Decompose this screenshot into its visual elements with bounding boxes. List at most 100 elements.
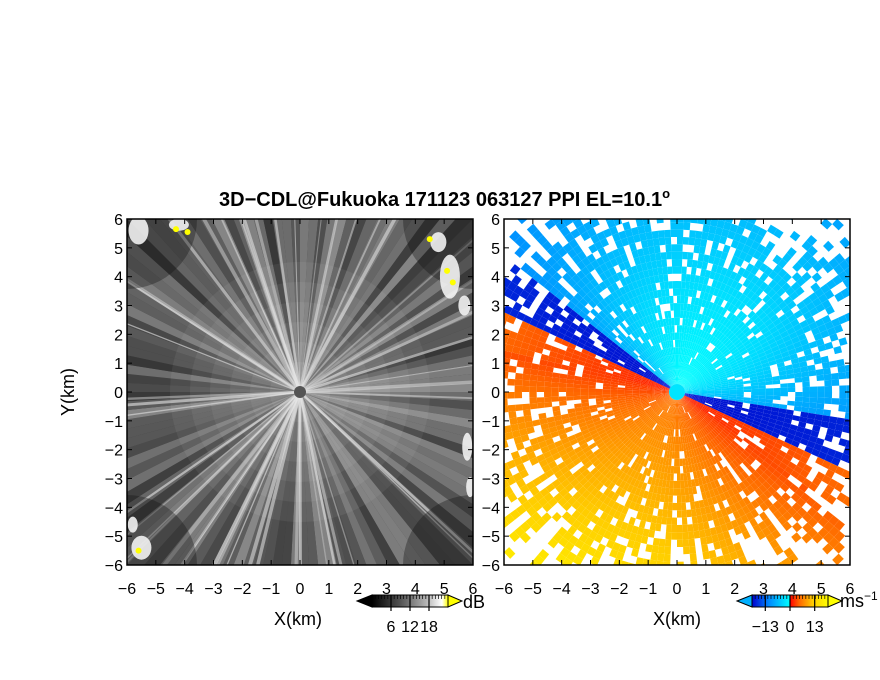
velocity-cell: [708, 367, 716, 373]
reflectivity-sector: [127, 392, 300, 505]
velocity-cell: [637, 294, 644, 304]
velocity-cell: [662, 318, 667, 327]
velocity-cell: [514, 392, 523, 399]
velocity-cell: [679, 362, 682, 370]
velocity-cell: [654, 478, 660, 487]
velocity-cell: [640, 400, 649, 404]
velocity-cell: [665, 244, 672, 253]
velocity-cell: [773, 392, 781, 397]
reflectivity-sector: [159, 392, 300, 565]
velocity-cell: [601, 357, 610, 364]
velocity-cell: [716, 366, 724, 372]
velocity-cell: [678, 407, 680, 415]
velocity-cell: [618, 400, 626, 404]
velocity-cell: [787, 428, 797, 436]
velocity-cell: [623, 465, 631, 475]
velocity-cell: [474, 237, 486, 249]
velocity-cell: [799, 360, 808, 368]
velocity-cell: [642, 361, 650, 368]
velocity-cell: [541, 261, 552, 272]
velocity-cell: [660, 341, 665, 350]
velocity-cell: [720, 251, 729, 261]
velocity-cell: [598, 281, 608, 291]
velocity-cell: [581, 507, 591, 518]
velocity-cell: [646, 238, 654, 248]
velocity-cell: [693, 245, 701, 254]
velocity-cell: [663, 427, 667, 436]
velocity-cell: [680, 487, 686, 496]
velocity-cell: [679, 347, 683, 355]
velocity-cell: [733, 467, 742, 476]
velocity-cell: [629, 469, 637, 478]
velocity-cell: [681, 325, 685, 333]
velocity-cell: [677, 407, 678, 415]
velocity-cell: [796, 276, 807, 287]
velocity-cell: [576, 549, 587, 560]
velocity-cell: [750, 338, 760, 346]
velocity-cell: [581, 517, 591, 528]
bright-ray: [299, 219, 322, 393]
velocity-cell: [672, 332, 675, 341]
velocity-cell: [632, 397, 641, 401]
velocity-cell: [636, 430, 644, 438]
velocity-cell: [720, 419, 728, 426]
velocity-cell: [504, 277, 512, 288]
velocity-cell: [709, 370, 717, 376]
velocity-cell: [537, 375, 545, 382]
velocity-cell: [523, 415, 533, 423]
velocity-cell: [551, 396, 560, 402]
velocity-cell: [621, 410, 629, 415]
left-axis-ticks: [126, 218, 474, 566]
velocity-cell: [700, 356, 707, 364]
velocity-cell: [785, 409, 794, 416]
velocity-cell: [730, 280, 739, 289]
velocity-cell: [782, 272, 792, 283]
velocity-cell: [655, 360, 661, 368]
velocity-cell: [699, 367, 707, 374]
velocity-cell: [688, 487, 694, 495]
velocity-cell: [640, 239, 649, 249]
velocity-cell: [714, 394, 722, 398]
velocity-cell: [648, 314, 655, 323]
velocity-cell: [632, 571, 641, 580]
velocity-cell: [649, 400, 657, 405]
velocity-cell: [702, 452, 709, 461]
velocity-cell: [829, 416, 838, 424]
velocity-cell: [807, 517, 818, 528]
velocity-cell: [762, 181, 773, 191]
velocity-cell: [797, 333, 807, 342]
velocity-cell: [582, 409, 591, 415]
velocity-cell: [782, 511, 793, 522]
velocity-cell: [553, 415, 562, 422]
velocity-cell: [710, 430, 718, 438]
velocity-cell: [616, 503, 625, 513]
velocity-cell: [808, 407, 817, 414]
velocity-cell: [636, 419, 643, 426]
velocity-cell: [774, 296, 784, 306]
reflectivity-sector: [300, 392, 357, 565]
velocity-cell: [612, 308, 621, 317]
reflectivity-sector: [300, 392, 473, 533]
velocity-cell: [626, 267, 634, 276]
velocity-cell: [713, 397, 722, 401]
velocity-colorbar: −13 0 13 ms−1: [735, 589, 878, 636]
velocity-cell: [677, 369, 679, 377]
velocity-cell: [619, 373, 628, 378]
velocity-cell: [651, 230, 659, 239]
velocity-cell: [675, 347, 677, 355]
velocity-cell: [677, 399, 678, 408]
velocity-cell: [607, 442, 616, 450]
velocity-cell: [527, 277, 538, 288]
velocity-cell: [565, 568, 576, 579]
velocity-cell: [514, 235, 526, 247]
velocity-cell: [721, 393, 730, 397]
velocity-cell: [837, 365, 846, 373]
y-tick-label: −2: [105, 443, 123, 460]
velocity-cell: [815, 437, 825, 446]
velocity-cell: [564, 291, 574, 301]
velocity-cell: [559, 378, 567, 384]
velocity-cell: [707, 497, 714, 506]
velocity-cell: [749, 351, 758, 358]
reflectivity-sector: [290, 219, 300, 392]
velocity-cell: [818, 293, 829, 304]
